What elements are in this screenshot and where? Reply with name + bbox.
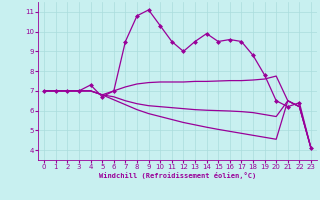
X-axis label: Windchill (Refroidissement éolien,°C): Windchill (Refroidissement éolien,°C)	[99, 172, 256, 179]
